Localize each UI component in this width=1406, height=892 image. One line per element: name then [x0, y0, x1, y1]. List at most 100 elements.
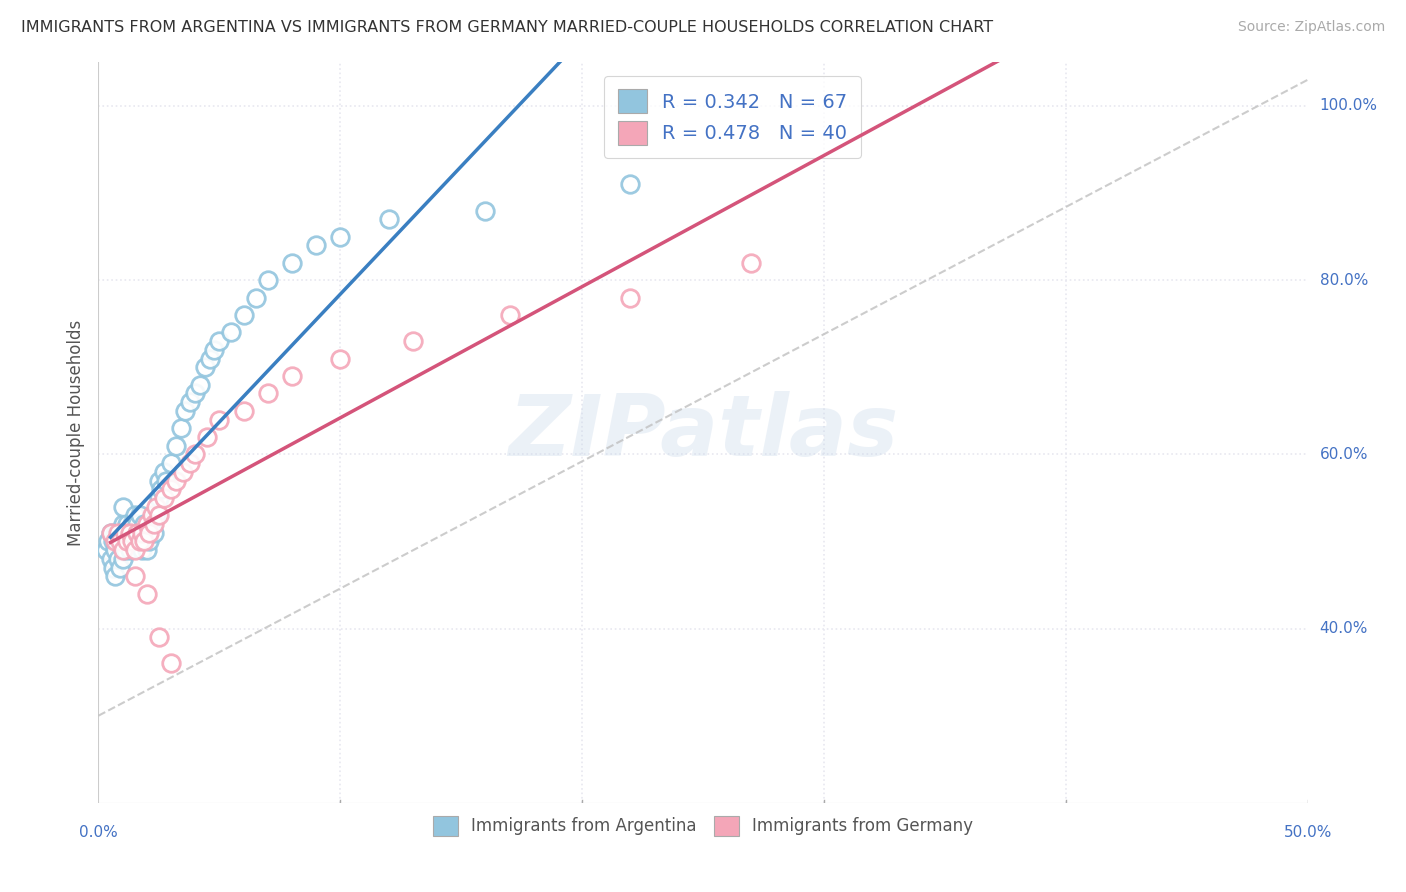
- Point: [121, 534, 143, 549]
- Text: 0.0%: 0.0%: [79, 824, 118, 839]
- Point: [111, 534, 134, 549]
- Point: [256, 273, 278, 287]
- Y-axis label: Married-couple Households: Married-couple Households: [66, 319, 84, 546]
- Point: [131, 543, 153, 558]
- Point: [148, 491, 170, 505]
- Text: 60.0%: 60.0%: [1320, 447, 1368, 462]
- Point: [169, 421, 191, 435]
- Point: [188, 377, 211, 392]
- Point: [740, 256, 762, 270]
- Point: [124, 508, 146, 523]
- Point: [107, 525, 129, 540]
- Point: [104, 525, 127, 540]
- Point: [128, 508, 150, 523]
- Point: [221, 326, 243, 340]
- Text: 100.0%: 100.0%: [1320, 98, 1378, 113]
- Point: [198, 351, 221, 366]
- Point: [141, 508, 163, 523]
- Point: [111, 543, 134, 558]
- Point: [138, 534, 160, 549]
- Point: [114, 525, 136, 540]
- Point: [165, 439, 187, 453]
- Point: [141, 517, 163, 532]
- Point: [118, 543, 141, 558]
- Point: [128, 534, 150, 549]
- Point: [474, 203, 496, 218]
- Point: [174, 404, 197, 418]
- Legend: Immigrants from Argentina, Immigrants from Germany: Immigrants from Argentina, Immigrants fr…: [426, 809, 980, 843]
- Point: [377, 212, 399, 227]
- Point: [114, 543, 136, 558]
- Point: [138, 525, 160, 540]
- Point: [160, 482, 183, 496]
- Point: [145, 508, 167, 523]
- Text: Source: ZipAtlas.com: Source: ZipAtlas.com: [1237, 20, 1385, 34]
- Point: [94, 543, 117, 558]
- Point: [108, 560, 131, 574]
- Point: [127, 525, 149, 540]
- Point: [135, 587, 157, 601]
- Point: [131, 525, 153, 540]
- Point: [184, 447, 207, 461]
- Point: [107, 552, 129, 566]
- Point: [184, 386, 207, 401]
- Point: [104, 534, 127, 549]
- Point: [124, 569, 146, 583]
- Point: [121, 534, 143, 549]
- Point: [179, 395, 201, 409]
- Point: [281, 369, 304, 384]
- Point: [111, 500, 134, 514]
- Point: [498, 308, 520, 322]
- Text: 40.0%: 40.0%: [1320, 621, 1368, 636]
- Point: [145, 500, 167, 514]
- Point: [143, 517, 166, 532]
- Text: IMMIGRANTS FROM ARGENTINA VS IMMIGRANTS FROM GERMANY MARRIED-COUPLE HOUSEHOLDS C: IMMIGRANTS FROM ARGENTINA VS IMMIGRANTS …: [21, 20, 993, 35]
- Point: [148, 508, 170, 523]
- Point: [402, 334, 425, 348]
- Point: [134, 534, 156, 549]
- Point: [179, 456, 201, 470]
- Point: [118, 525, 141, 540]
- Point: [172, 465, 194, 479]
- Point: [135, 525, 157, 540]
- Point: [256, 386, 278, 401]
- Point: [101, 534, 124, 549]
- Point: [100, 525, 122, 540]
- Point: [100, 525, 122, 540]
- Point: [127, 534, 149, 549]
- Point: [134, 517, 156, 532]
- Point: [104, 569, 127, 583]
- Point: [100, 552, 122, 566]
- Point: [128, 525, 150, 540]
- Point: [134, 534, 156, 549]
- Point: [117, 534, 139, 549]
- Point: [165, 474, 187, 488]
- Point: [329, 229, 352, 244]
- Point: [619, 178, 641, 192]
- Point: [104, 543, 127, 558]
- Point: [155, 474, 177, 488]
- Point: [118, 525, 141, 540]
- Point: [152, 465, 174, 479]
- Point: [329, 351, 352, 366]
- Point: [131, 525, 153, 540]
- Point: [111, 552, 134, 566]
- Point: [114, 525, 136, 540]
- Point: [97, 534, 120, 549]
- Point: [108, 525, 131, 540]
- Point: [150, 482, 173, 496]
- Point: [160, 657, 183, 671]
- Point: [232, 308, 254, 322]
- Point: [135, 543, 157, 558]
- Point: [143, 525, 166, 540]
- Point: [245, 291, 267, 305]
- Point: [127, 517, 149, 532]
- Point: [124, 543, 146, 558]
- Point: [152, 491, 174, 505]
- Point: [148, 474, 170, 488]
- Point: [208, 334, 231, 348]
- Point: [619, 291, 641, 305]
- Point: [195, 430, 218, 444]
- Point: [124, 525, 146, 540]
- Point: [117, 534, 139, 549]
